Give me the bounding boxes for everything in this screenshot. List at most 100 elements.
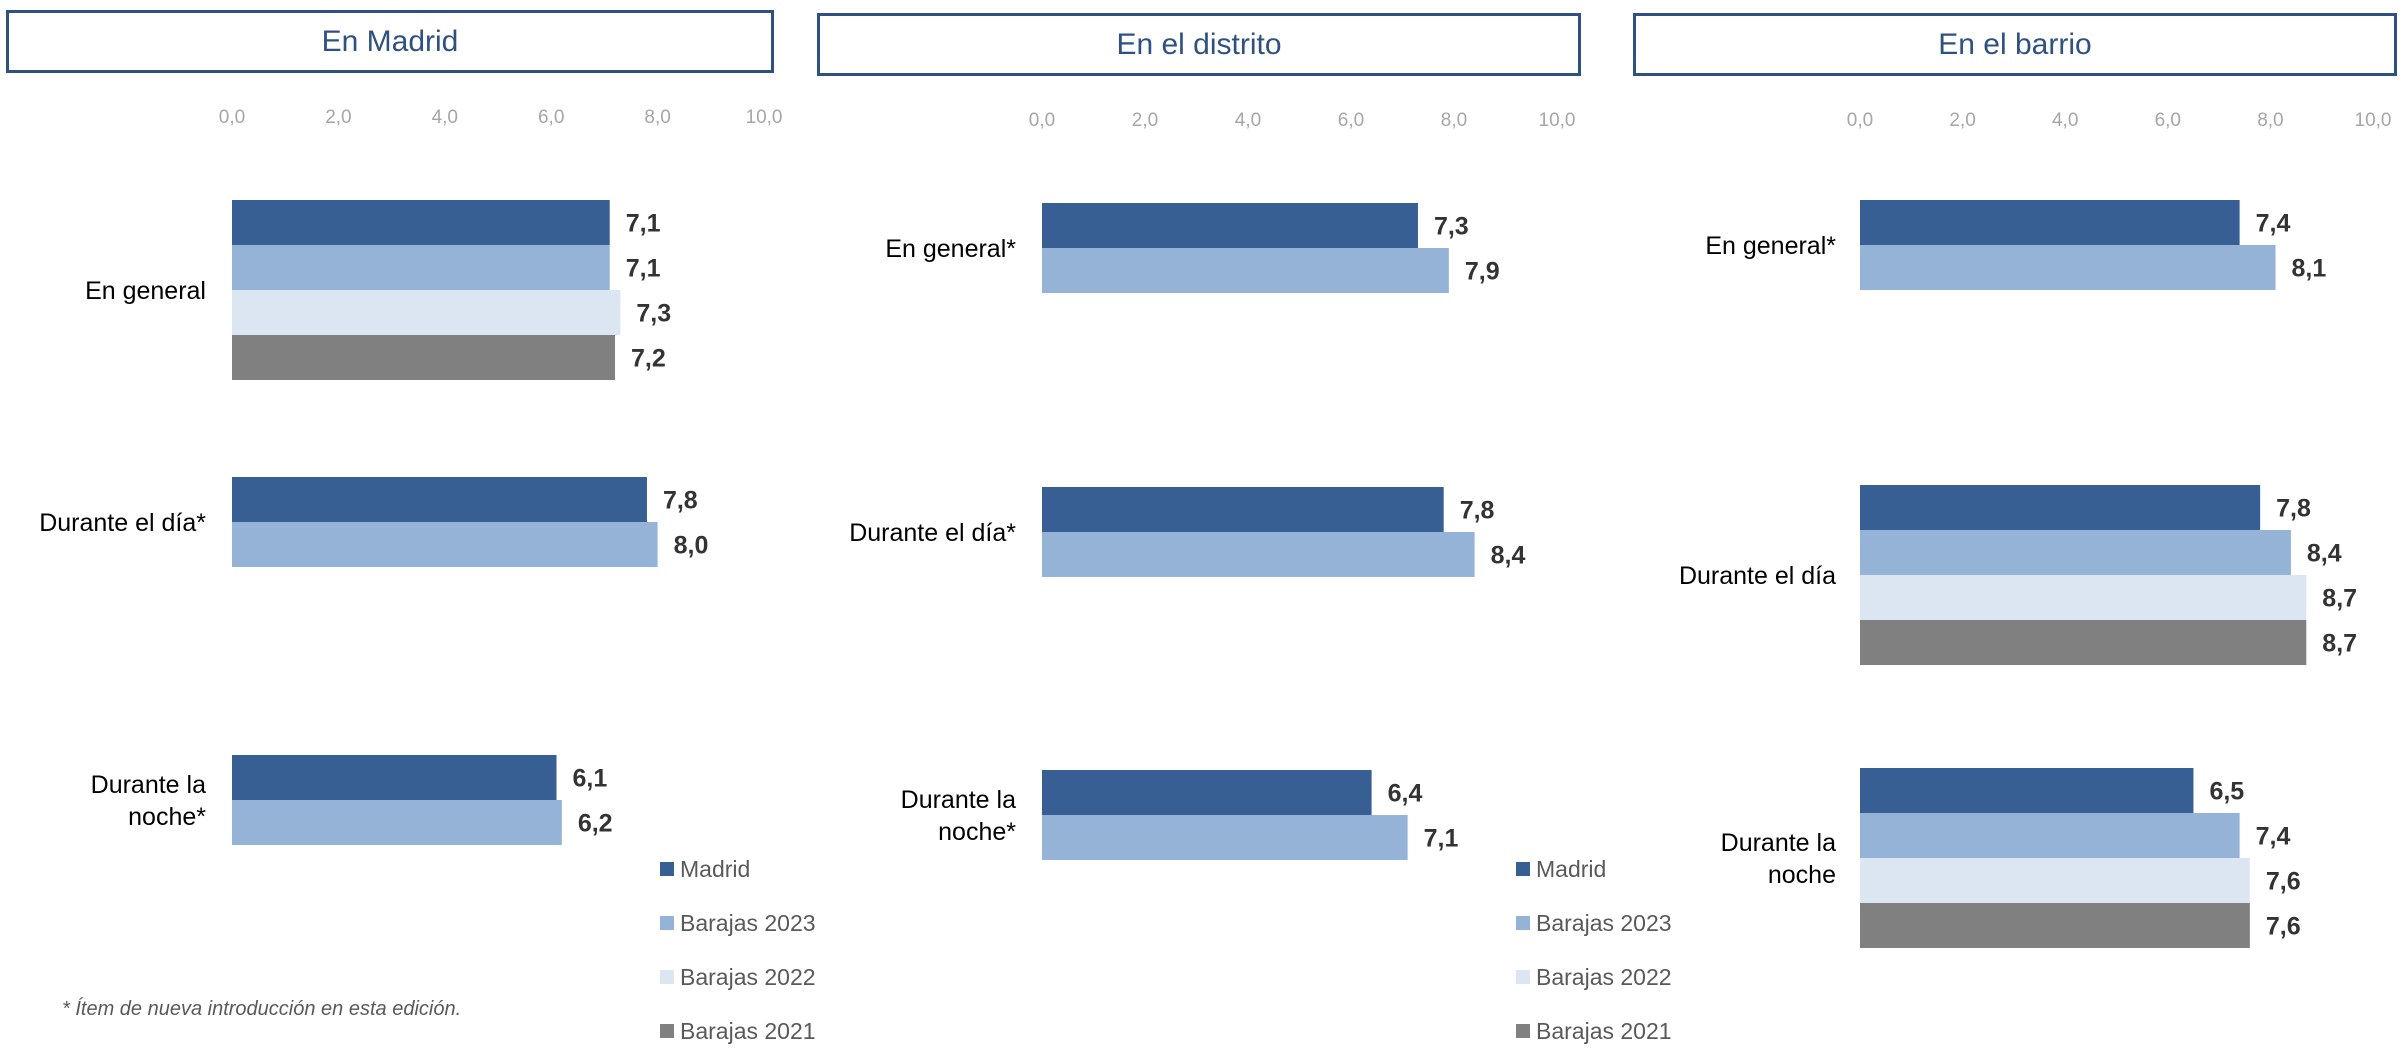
bar — [1042, 203, 1418, 248]
bar — [1860, 813, 2240, 858]
data-label: 6,1 — [573, 765, 608, 793]
bar — [232, 200, 610, 245]
bar — [1860, 200, 2240, 245]
tick-label: 2,0 — [1132, 110, 1158, 131]
tick-label: 10,0 — [1539, 110, 1576, 131]
legend-item: Barajas 2023 — [1516, 896, 1672, 950]
tick-label: 6,0 — [538, 107, 564, 128]
panel-title: En Madrid — [6, 10, 774, 73]
data-label: 6,4 — [1388, 780, 1423, 808]
legend-swatch — [660, 862, 674, 876]
legend-item: Madrid — [1516, 842, 1672, 896]
legend-swatch — [660, 970, 674, 984]
data-label: 7,8 — [2276, 495, 2311, 523]
bar — [1860, 485, 2261, 530]
data-label: 7,1 — [626, 255, 661, 283]
data-label: 7,6 — [2266, 913, 2301, 941]
category-label: En general* — [1705, 232, 1836, 260]
category-label: En general* — [885, 235, 1016, 263]
tick-label: 10,0 — [2355, 110, 2392, 131]
bar-chart: 0,0 2,0 4,0 6,0 8,0 10,07,48,1En general*7,88… — [1679, 110, 2392, 948]
bar — [1860, 858, 2250, 903]
legend-item: Madrid — [660, 842, 816, 896]
bar-chart: 0,0 2,0 4,0 6,0 8,0 10,0 7,3 7,9 En general* 7,8 8… — [849, 110, 1576, 860]
data-label: 8,7 — [2322, 630, 2357, 658]
tick-label: 6,0 — [2155, 110, 2181, 131]
panel-barrio: En el barrio 0,0 2,0 4,0 6,0 8,0 10,0 7,4 8,1 En… — [1620, 0, 2407, 1045]
tick-label: 10,0 — [746, 107, 783, 128]
bar — [232, 290, 621, 335]
legend-label: Madrid — [680, 855, 751, 882]
tick-label: 2,0 — [1949, 110, 1975, 131]
tick-label: 4,0 — [1235, 110, 1261, 131]
tick-label: 2,0 — [325, 107, 351, 128]
legend-right: Madrid Barajas 2023 Barajas 2022 Barajas… — [1516, 842, 1672, 1058]
tick-label: 0,0 — [1847, 110, 1873, 131]
footnote: * Ítem de nueva introducción en esta edi… — [62, 998, 462, 1020]
legend-swatch — [1516, 862, 1530, 876]
tick-label: 8,0 — [1441, 110, 1467, 131]
data-label: 7,3 — [1434, 213, 1469, 241]
panel-madrid: En Madrid 0,0 2,0 4,0 6,0 8,0 10,0 7,1 7,1 7,3 7,… — [0, 0, 800, 1045]
bar — [1042, 770, 1372, 815]
bar — [1860, 768, 2194, 813]
bar — [232, 245, 610, 290]
bar — [232, 522, 658, 567]
bar — [1860, 530, 2291, 575]
legend-label: Barajas 2023 — [680, 909, 816, 936]
legend-swatch — [1516, 970, 1530, 984]
data-label: 7,9 — [1465, 258, 1500, 286]
data-label: 7,1 — [1424, 825, 1459, 853]
tick-label: 4,0 — [432, 107, 458, 128]
data-label: 7,4 — [2256, 210, 2291, 238]
bar-chart: 0,0 2,0 4,0 6,0 8,0 10,0 7,1 7,1 7,3 7,2 En genera… — [39, 107, 783, 845]
legend-swatch — [660, 1024, 674, 1038]
legend-item: Barajas 2021 — [1516, 1004, 1672, 1058]
legend-label: Barajas 2022 — [1536, 963, 1672, 990]
legend-item: Barajas 2023 — [660, 896, 816, 950]
data-label: 7,4 — [2256, 823, 2291, 851]
data-label: 8,4 — [2307, 540, 2342, 568]
legend-swatch — [1516, 916, 1530, 930]
panel-title: En el barrio — [1633, 13, 2397, 76]
panel-distrito: En el distrito 0,0 2,0 4,0 6,0 8,0 10,0 7,3 7,9… — [800, 0, 1620, 1045]
data-label: 7,3 — [636, 300, 671, 328]
bar — [1042, 815, 1408, 860]
bar — [1860, 575, 2307, 620]
category-label: Durante la noche — [1721, 829, 1836, 889]
tick-label: 0,0 — [1029, 110, 1055, 131]
legend-label: Barajas 2023 — [1536, 909, 1672, 936]
legend-label: Barajas 2021 — [1536, 1017, 1672, 1044]
category-label: Durante el día* — [849, 519, 1016, 547]
legend-left: Madrid Barajas 2023 Barajas 2022 Barajas… — [660, 842, 816, 1058]
category-label: Durante el día* — [39, 509, 206, 537]
data-label: 8,4 — [1491, 542, 1526, 570]
data-label: 6,5 — [2209, 778, 2244, 806]
category-label: Durante el día — [1679, 562, 1836, 590]
category-label: En general — [85, 277, 206, 305]
data-label: 7,1 — [626, 210, 661, 238]
category-label: Durante la noche* — [901, 786, 1017, 846]
bar — [232, 477, 647, 522]
data-label: 8,0 — [674, 532, 709, 560]
tick-label: 0,0 — [219, 107, 245, 128]
tick-label: 4,0 — [2052, 110, 2078, 131]
legend-swatch — [660, 916, 674, 930]
data-label: 7,6 — [2266, 868, 2301, 896]
bar — [1042, 248, 1449, 293]
panel-title: En el distrito — [817, 13, 1581, 76]
legend-label: Madrid — [1536, 855, 1607, 882]
legend-item: Barajas 2022 — [1516, 950, 1672, 1004]
legend-label: Barajas 2022 — [680, 963, 816, 990]
tick-label: 8,0 — [2257, 110, 2283, 131]
bar — [1860, 903, 2250, 948]
data-label: 7,8 — [663, 487, 698, 515]
category-label: Durante la noche* — [91, 771, 207, 831]
bar — [1042, 487, 1444, 532]
legend-item: Barajas 2022 — [660, 950, 816, 1004]
legend-item: Barajas 2021 — [660, 1004, 816, 1058]
data-label: 7,2 — [631, 345, 666, 373]
bar — [1860, 620, 2307, 665]
tick-label: 8,0 — [644, 107, 670, 128]
data-label: 8,1 — [2292, 255, 2327, 283]
